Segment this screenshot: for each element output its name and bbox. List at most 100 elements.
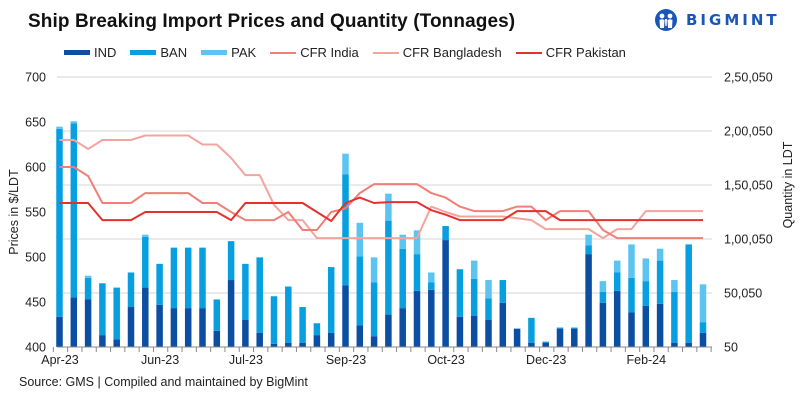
bar-ind	[556, 328, 564, 347]
bar-ban	[628, 277, 635, 313]
bar-ind	[370, 336, 378, 347]
bigmint-logo-text: BIGMINT	[686, 11, 780, 29]
bar-ban	[456, 269, 464, 317]
bar-ind	[442, 240, 449, 347]
x-tick-label: Feb-24	[626, 353, 666, 367]
bar-ind	[599, 302, 607, 347]
x-tick-label: Jun-23	[141, 353, 179, 367]
bar-stacks	[56, 121, 707, 347]
bar-ind	[585, 254, 592, 347]
bar-ind	[170, 308, 178, 347]
bar-ban	[127, 272, 135, 308]
bar-ban	[313, 323, 321, 336]
bar-pak	[699, 284, 707, 323]
bar-ind	[656, 303, 664, 347]
legend-item-cfr-bangladesh: CFR Bangladesh	[372, 45, 502, 60]
bar-ind	[84, 299, 92, 347]
legend-label-pak: PAK	[231, 45, 257, 60]
y-right-tick-label: 1,00,050	[724, 233, 773, 247]
bar-ind	[156, 304, 163, 347]
bar-ban	[270, 296, 278, 344]
bar-ban	[385, 220, 392, 315]
bar-pak	[613, 260, 621, 273]
bar-ind	[671, 342, 678, 347]
y-right-tick-label: 50,050	[724, 287, 762, 301]
bar-ind	[456, 316, 464, 347]
bar-ban	[299, 307, 306, 343]
bar-ban	[528, 317, 535, 343]
bar-pak	[413, 230, 421, 255]
legend-swatch-ban	[130, 50, 157, 55]
bar-pak	[585, 234, 592, 246]
y-left-tick-label: 500	[25, 251, 46, 265]
legend-swatch-ind	[64, 50, 90, 55]
y-left-tick-label: 600	[25, 161, 46, 175]
y-axis-right-title: Quantity in LDT	[781, 141, 795, 228]
bar-ind	[327, 332, 335, 347]
bar-ban	[442, 226, 449, 241]
bar-ind	[342, 285, 349, 347]
bar-pak	[428, 272, 435, 283]
bar-ind	[285, 342, 292, 347]
bar-ban	[599, 291, 607, 303]
y-left-tick-label: 400	[25, 341, 46, 355]
bar-ind	[142, 287, 149, 347]
y-right-tick-label: 2,50,050	[724, 71, 773, 85]
bar-ind	[470, 315, 478, 347]
bar-pak	[370, 257, 378, 283]
bigmint-logo-icon	[655, 9, 677, 31]
bar-ban	[256, 257, 263, 333]
bar-ind	[56, 316, 63, 347]
legend-label-cfr-pakistan: CFR Pakistan	[545, 45, 626, 60]
x-tick-label: Jul-23	[229, 353, 263, 367]
bar-ind	[642, 305, 650, 347]
bar-ban	[213, 299, 221, 331]
bar-ban	[327, 267, 335, 333]
bar-ind	[542, 342, 549, 347]
price-lines	[59, 134, 703, 240]
bigmint-logo: BIGMINT	[654, 8, 780, 32]
y-left-tick-label: 700	[25, 71, 46, 85]
y-left-tick-label: 550	[25, 206, 46, 220]
bar-ban	[585, 245, 592, 255]
y-right-tick-label: 2,00,050	[724, 125, 773, 139]
bar-ind	[513, 328, 521, 347]
legend-swatch-cfr-pakistan	[515, 51, 542, 54]
bar-pak	[642, 258, 650, 282]
legend-swatch-cfr-bangladesh	[372, 51, 399, 54]
chart-title: Ship Breaking Import Prices and Quantity…	[28, 11, 516, 32]
legend-label-cfr-india: CFR India	[300, 45, 359, 60]
line-cfr-bangladesh	[59, 134, 703, 240]
legend-swatch-cfr-india	[270, 51, 297, 54]
bar-ind	[270, 343, 278, 347]
bar-ban	[470, 278, 478, 316]
bar-ban	[242, 263, 249, 320]
bar-ind	[256, 332, 263, 347]
bar-pak	[628, 244, 635, 278]
bar-ind	[628, 312, 635, 347]
bar-pak	[599, 281, 607, 292]
legend-item-ind: IND	[64, 45, 116, 60]
bar-ind	[313, 335, 321, 347]
bar-ban	[642, 281, 650, 306]
bar-ban	[485, 298, 492, 320]
bar-ind	[70, 297, 78, 347]
y-left-tick-label: 650	[25, 116, 46, 130]
bar-ban	[184, 247, 192, 309]
bar-ind	[499, 302, 507, 347]
bar-pak	[356, 222, 364, 257]
bar-ban	[170, 247, 178, 309]
bar-ban	[227, 241, 235, 281]
bar-ban	[656, 260, 664, 304]
bar-ban	[556, 327, 564, 329]
axes: 50 50,050 1,00,050 1,50,050 2,00,050 2,50,050…	[25, 71, 773, 368]
bar-pak	[671, 280, 678, 292]
bar-ban	[142, 236, 149, 288]
bar-pak	[342, 153, 349, 175]
bar-ind	[485, 320, 492, 347]
bar-ind	[528, 342, 535, 347]
legend-swatch-pak	[201, 50, 228, 55]
bar-ban	[671, 291, 678, 343]
bar-ban	[356, 256, 364, 326]
y-axis-left-title: Prices in $/LDT	[7, 169, 21, 255]
